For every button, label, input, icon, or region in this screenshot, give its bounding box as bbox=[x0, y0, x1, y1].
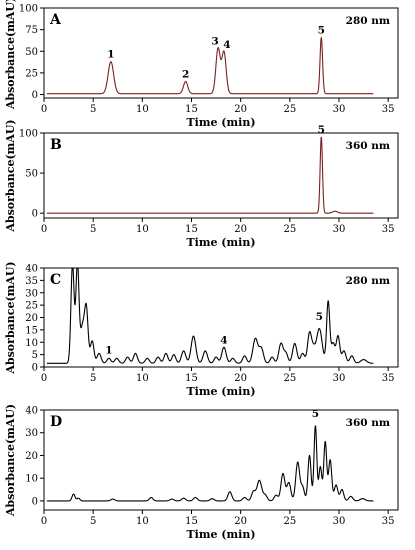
peak-label: 5 bbox=[318, 24, 325, 36]
x-tick-label: 5 bbox=[90, 224, 96, 235]
panel-letter: A bbox=[49, 12, 62, 28]
wavelength-label: 280 nm bbox=[346, 275, 390, 287]
x-tick-label: 0 bbox=[41, 104, 47, 115]
x-tick-label: 10 bbox=[136, 516, 149, 527]
x-tick-label: 25 bbox=[283, 224, 296, 235]
x-axis-title: Time (min) bbox=[186, 236, 255, 249]
peak-label: 4 bbox=[223, 39, 230, 51]
plot-frame bbox=[43, 409, 399, 511]
chromatogram-trace bbox=[46, 425, 374, 502]
x-tick-label: 35 bbox=[382, 104, 395, 115]
y-tick-label: 50 bbox=[25, 47, 38, 58]
x-tick-label: 5 bbox=[90, 373, 96, 384]
chromatogram-trace bbox=[46, 37, 374, 95]
chromatogram-trace bbox=[46, 268, 374, 364]
x-tick-label: 0 bbox=[41, 224, 47, 235]
wavelength-label: 360 nm bbox=[346, 140, 390, 152]
x-tick-label: 5 bbox=[90, 104, 96, 115]
y-axis-title: Absorbance(mAU) bbox=[4, 261, 17, 374]
y-tick-label: 75 bbox=[25, 25, 38, 36]
y-tick-label: 50 bbox=[25, 169, 38, 180]
x-tick-label: 35 bbox=[382, 373, 395, 384]
x-axis-title: Time (min) bbox=[186, 116, 255, 129]
x-axis-title: Time (min) bbox=[186, 528, 255, 541]
y-tick-label: 25 bbox=[25, 68, 38, 79]
y-tick-label: 100 bbox=[19, 129, 38, 140]
peak-label: 3 bbox=[211, 36, 218, 48]
plot-frame bbox=[43, 132, 399, 219]
panel-letter: B bbox=[50, 137, 62, 153]
chart-panel-b: 0 5 10 15 20 25 30 35 0 50 100 Time (min) Absorbance… bbox=[4, 119, 399, 249]
y-tick-label: 0 bbox=[32, 363, 38, 374]
x-tick-label: 25 bbox=[283, 516, 296, 527]
x-tick-label: 20 bbox=[234, 373, 247, 384]
chromatogram-trace bbox=[46, 136, 374, 214]
x-tick-label: 25 bbox=[283, 104, 296, 115]
x-tick-label: 10 bbox=[136, 373, 149, 384]
y-tick-label: 5 bbox=[32, 350, 38, 361]
y-tick-label: 10 bbox=[25, 338, 38, 349]
wavelength-label: 280 nm bbox=[346, 15, 390, 27]
y-tick-label: 40 bbox=[25, 264, 38, 275]
panel-letter: C bbox=[50, 272, 61, 288]
x-tick-label: 35 bbox=[382, 224, 395, 235]
y-tick-label: 100 bbox=[19, 4, 38, 15]
x-tick-label: 20 bbox=[234, 224, 247, 235]
panel-letter: D bbox=[50, 414, 62, 430]
x-tick-label: 5 bbox=[90, 516, 96, 527]
peak-label: 5 bbox=[318, 124, 325, 136]
x-tick-label: 15 bbox=[185, 104, 198, 115]
peak-label: 5 bbox=[312, 408, 319, 420]
x-tick-label: 30 bbox=[333, 224, 346, 235]
plot-frame bbox=[43, 7, 399, 99]
peak-label: 2 bbox=[182, 69, 189, 81]
x-tick-label: 25 bbox=[283, 373, 296, 384]
x-tick-label: 0 bbox=[41, 373, 47, 384]
y-tick-label: 40 bbox=[25, 406, 38, 417]
x-tick-label: 15 bbox=[185, 516, 198, 527]
x-tick-label: 0 bbox=[41, 516, 47, 527]
x-tick-label: 35 bbox=[382, 516, 395, 527]
chart-panel-d: 0 5 10 15 20 25 30 35 0 10 20 30 40 Time (min) Absorba… bbox=[4, 404, 399, 541]
y-tick-label: 15 bbox=[25, 325, 38, 336]
x-tick-label: 30 bbox=[333, 373, 346, 384]
y-tick-label: 30 bbox=[25, 428, 38, 439]
x-tick-label: 10 bbox=[136, 224, 149, 235]
y-axis-title: Absorbance(mAU) bbox=[4, 119, 17, 232]
wavelength-label: 360 nm bbox=[346, 417, 390, 429]
x-tick-label: 20 bbox=[234, 516, 247, 527]
y-tick-label: 0 bbox=[32, 209, 38, 220]
y-tick-label: 20 bbox=[25, 313, 38, 324]
peak-label: 1 bbox=[107, 49, 114, 61]
y-tick-label: 20 bbox=[25, 451, 38, 462]
y-tick-label: 25 bbox=[25, 301, 38, 312]
x-tick-label: 30 bbox=[333, 104, 346, 115]
y-tick-label: 35 bbox=[25, 276, 38, 287]
x-tick-label: 20 bbox=[234, 104, 247, 115]
x-tick-label: 10 bbox=[136, 104, 149, 115]
y-tick-label: 10 bbox=[25, 474, 38, 485]
x-tick-label: 15 bbox=[185, 373, 198, 384]
x-tick-label: 30 bbox=[333, 516, 346, 527]
x-axis-title: Time (min) bbox=[186, 385, 255, 398]
y-axis-title: Absorbance(mAU) bbox=[4, 404, 17, 517]
peak-label: 5 bbox=[316, 311, 323, 323]
y-tick-label: 0 bbox=[32, 496, 38, 507]
y-axis-title: Absorbance(mAU) bbox=[4, 0, 17, 110]
x-tick-label: 15 bbox=[185, 224, 198, 235]
y-tick-label: 0 bbox=[32, 90, 38, 101]
peak-label: 1 bbox=[105, 344, 112, 356]
peak-label: 4 bbox=[220, 334, 227, 346]
y-tick-label: 30 bbox=[25, 288, 38, 299]
